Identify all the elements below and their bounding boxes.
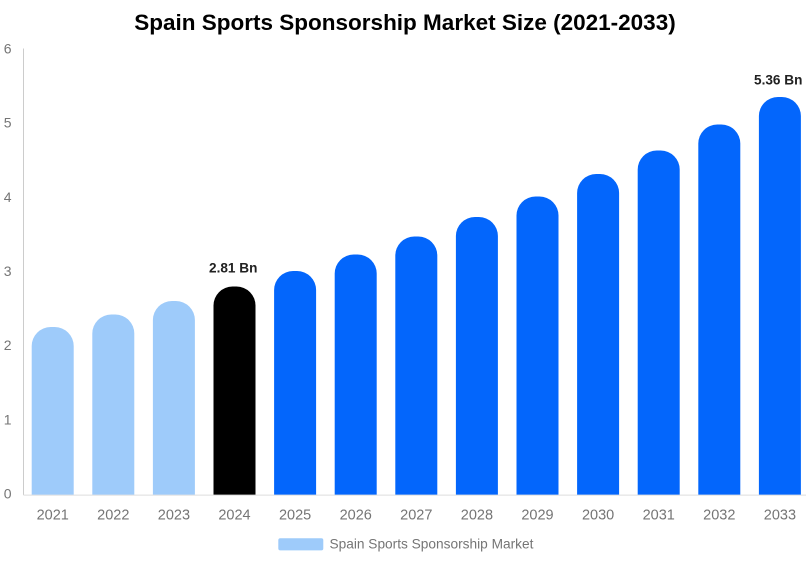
svg-text:2027: 2027	[400, 507, 432, 523]
svg-text:4: 4	[4, 189, 12, 205]
svg-text:2.81 Bn: 2.81 Bn	[209, 260, 257, 275]
svg-text:2025: 2025	[279, 507, 311, 523]
svg-text:Spain Sports Sponsorship Marke: Spain Sports Sponsorship Market Size (20…	[134, 10, 675, 35]
svg-text:2030: 2030	[582, 507, 614, 523]
svg-text:6: 6	[4, 41, 12, 57]
svg-text:2023: 2023	[158, 507, 190, 523]
svg-text:2028: 2028	[461, 507, 493, 523]
svg-text:2026: 2026	[340, 507, 372, 523]
svg-text:2032: 2032	[703, 507, 735, 523]
svg-text:2024: 2024	[218, 507, 250, 523]
svg-text:2022: 2022	[97, 507, 129, 523]
svg-text:3: 3	[4, 263, 12, 279]
svg-text:2029: 2029	[521, 507, 553, 523]
svg-text:Spain Sports Sponsorship Marke: Spain Sports Sponsorship Market	[330, 536, 534, 551]
svg-text:5.36 Bn: 5.36 Bn	[754, 73, 802, 88]
svg-text:2021: 2021	[37, 507, 69, 523]
svg-text:0: 0	[4, 486, 12, 502]
svg-text:1: 1	[4, 411, 12, 427]
svg-text:2033: 2033	[764, 507, 796, 523]
svg-text:5: 5	[4, 115, 12, 131]
svg-text:2031: 2031	[643, 507, 675, 523]
svg-text:2: 2	[4, 337, 12, 353]
